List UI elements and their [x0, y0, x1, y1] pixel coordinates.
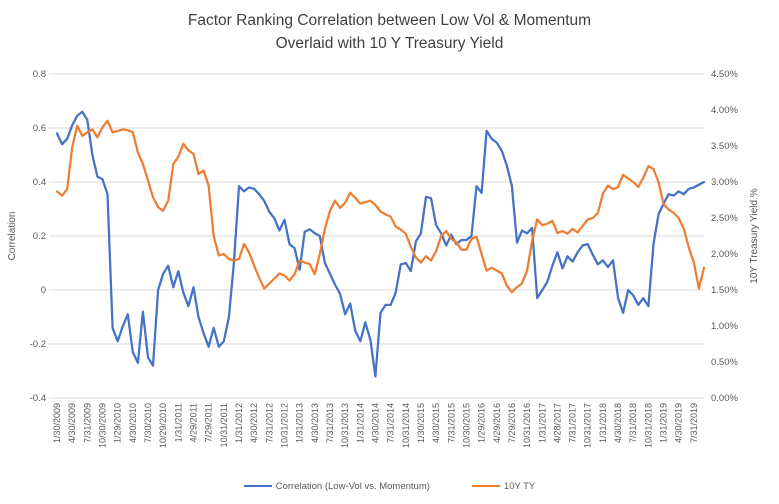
- x-axis-tick-label: 7/29/2011: [204, 403, 214, 442]
- x-axis-tick-label: 1/29/2016: [477, 403, 487, 443]
- x-axis-tick-label: 4/30/2010: [128, 403, 138, 443]
- x-axis-tick-label: 7/31/2019: [689, 403, 699, 443]
- legend-line-swatch-10y-ty: [471, 485, 500, 487]
- x-axis-tick-label: 7/29/2016: [507, 403, 517, 443]
- right-axis-title: 10Y Treasury Yield %: [749, 188, 760, 284]
- series-line-10y-ty: [55, 119, 706, 294]
- legend-label-10y-ty: 10Y TY: [503, 480, 536, 492]
- x-axis-tick-label: 1/31/2018: [598, 403, 608, 443]
- x-axis-tick-label: 1/31/2014: [355, 403, 365, 443]
- x-axis-tick-label: 4/30/2019: [674, 403, 684, 443]
- right-axis-tick-label: 1.50%: [711, 285, 738, 296]
- x-axis-tick-label: 4/30/2012: [249, 403, 259, 443]
- left-axis-tick-label: -0.2: [30, 339, 46, 350]
- x-axis-tick-label: 7/31/2018: [628, 403, 638, 443]
- right-axis-tick-label: 3.00%: [711, 177, 738, 188]
- x-axis-tick-label: 1/31/2017: [537, 403, 547, 443]
- x-axis-tick-label: 1/30/2015: [416, 403, 426, 443]
- x-axis-tick-label: 4/30/2009: [67, 403, 77, 443]
- x-axis-tick-label: 4/30/2014: [370, 403, 380, 443]
- x-axis-tick-label: 7/31/2013: [325, 403, 335, 443]
- x-axis-tick-label: 4/30/2015: [431, 403, 441, 443]
- left-axis-tick-label: 0.8: [33, 69, 46, 80]
- right-axis-tick-label: 4.50%: [711, 69, 738, 80]
- x-axis-tick-label: 7/30/2010: [143, 403, 153, 443]
- x-axis-tick-label: 7/31/2014: [386, 403, 396, 443]
- legend: Correlation (Low-Vol vs. Momentum) 10Y T…: [0, 477, 779, 495]
- x-axis-tick-label: 4/30/2018: [613, 403, 623, 443]
- right-axis-tick-label: 4.00%: [711, 105, 738, 116]
- legend-item-10y-ty: 10Y TY: [471, 480, 536, 492]
- left-axis-title: Correlation: [7, 211, 18, 261]
- right-axis-tick-label: 2.00%: [711, 249, 738, 260]
- x-axis-tick-label: 10/31/2011: [219, 403, 229, 447]
- legend-label-correlation: Correlation (Low-Vol vs. Momentum): [275, 480, 430, 492]
- x-axis-tick-label: 10/30/2015: [461, 403, 471, 448]
- right-axis-tick-label: 0.00%: [711, 393, 738, 404]
- right-axis-tick-label: 3.50%: [711, 141, 738, 152]
- x-axis-tick-label: 1/29/2010: [113, 403, 123, 443]
- x-axis-tick-label: 4/29/2011: [189, 403, 199, 442]
- left-axis-tick-label: 0.2: [33, 231, 46, 242]
- chart-title-line-1: Factor Ranking Correlation between Low V…: [187, 12, 592, 29]
- right-axis-tick-label: 1.00%: [711, 321, 738, 332]
- x-axis-tick-label: 10/29/2010: [158, 403, 168, 448]
- x-axis-tick-label: 7/31/2015: [446, 403, 456, 443]
- right-axis-tick-label: 2.50%: [711, 213, 738, 224]
- left-axis-tick-label: 0.4: [33, 177, 46, 188]
- x-axis-tick-label: 4/28/2017: [552, 403, 562, 443]
- chart-title: Factor Ranking Correlation between Low V…: [0, 9, 779, 55]
- legend-line-swatch-correlation: [243, 485, 272, 487]
- x-axis-tick-label: 4/29/2016: [492, 403, 502, 443]
- legend-item-correlation: Correlation (Low-Vol vs. Momentum): [243, 480, 430, 492]
- x-axis-tick-label: 10/31/2018: [643, 403, 653, 448]
- x-axis-tick-label: 7/31/2009: [82, 403, 92, 443]
- series-line-correlation: [55, 110, 706, 378]
- x-axis-tick-label: 1/31/2013: [295, 403, 305, 443]
- x-axis-tick-label: 1/31/2019: [659, 403, 669, 443]
- left-axis-tick-label: 0: [41, 285, 46, 296]
- chart-title-line-2: Overlaid with 10 Y Treasury Yield: [275, 35, 504, 52]
- x-axis-tick-label: 1/30/2009: [52, 403, 62, 443]
- x-axis-tick-label: 7/31/2017: [568, 403, 578, 443]
- left-axis-tick-label: -0.4: [30, 393, 46, 404]
- x-axis-tick-label: 10/31/2012: [280, 403, 290, 448]
- x-axis-tick-label: 10/31/2017: [583, 403, 593, 448]
- x-axis-tick-label: 10/30/2009: [98, 403, 108, 448]
- x-axis-tick-label: 10/31/2014: [401, 403, 411, 448]
- x-axis-tick-label: 7/31/2012: [264, 403, 274, 443]
- x-axis-tick-label: 4/30/2013: [310, 403, 320, 443]
- x-axis-tick-label: 10/31/2016: [522, 403, 532, 448]
- right-axis-tick-label: 0.50%: [711, 357, 738, 368]
- x-axis-tick-label: 1/31/2011: [173, 403, 183, 442]
- left-axis-tick-label: 0.6: [33, 123, 46, 134]
- x-axis-tick-label: 10/31/2013: [340, 403, 350, 448]
- x-axis-tick-label: 1/31/2012: [234, 403, 244, 443]
